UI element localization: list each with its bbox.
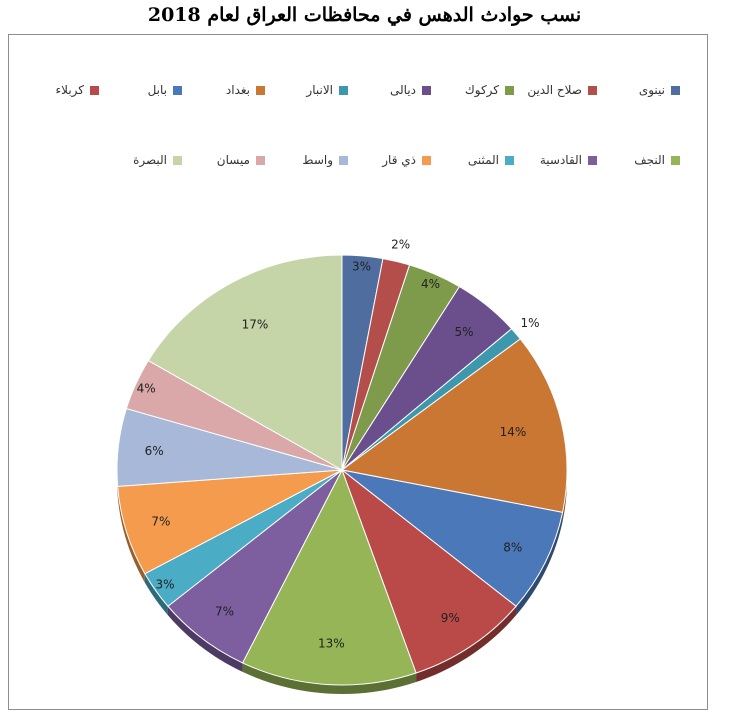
pie-slice-edge [516, 512, 563, 616]
legend-label: نينوى [638, 83, 665, 97]
legend-label: ذي قار [382, 153, 416, 167]
pie-data-label: 7% [151, 515, 170, 529]
legend-swatch [422, 155, 431, 165]
legend-label: البصرة [133, 153, 167, 167]
legend-swatch [90, 85, 99, 95]
legend-swatch [339, 155, 348, 165]
legend-item: البصرة [107, 149, 190, 171]
legend-row: النجف القادسية المثنى ذي قار واسط ميسان البصرة [24, 149, 688, 171]
pie-slice [147, 254, 343, 471]
legend-item: الانبار [273, 79, 356, 101]
pie-slice-edge [144, 573, 168, 616]
pie-data-label: 4% [137, 381, 156, 395]
legend-item: صلاح الدين [522, 79, 605, 101]
legend-item: كركوك [439, 79, 522, 101]
legend-label: كربلاء [55, 83, 84, 97]
chart-title: نسب حوادث الدهس في محافظات العراق لعام 2… [147, 4, 582, 26]
legend-label: كركوك [464, 83, 499, 97]
chart-legend: نينوى صلاح الدين كركوك ديالى الانبار بغداد باب… [24, 44, 688, 194]
legend-swatch [588, 155, 597, 165]
legend-item: النجف [605, 149, 688, 171]
pie-data-label: 7% [215, 604, 234, 618]
legend-item: ديالى [356, 79, 439, 101]
legend-swatch [256, 155, 265, 165]
pie-slice-edge [167, 606, 243, 672]
pie-data-label: 9% [441, 611, 460, 625]
legend-swatch [173, 155, 182, 165]
pie-slice-edge [242, 662, 417, 694]
legend-label: صلاح الدين [527, 83, 582, 97]
pie-data-label: 13% [318, 636, 345, 650]
legend-item: نينوى [605, 79, 688, 101]
legend-item: واسط [273, 149, 356, 171]
legend-label: بابل [147, 83, 167, 97]
legend-swatch [671, 155, 680, 165]
legend-item: ميسان [190, 149, 273, 171]
pie-data-label: 8% [503, 540, 522, 554]
legend-label: المثنى [467, 153, 499, 167]
legend-item: بابل [107, 79, 190, 101]
pie-data-label: 1% [520, 316, 539, 330]
legend-swatch [173, 85, 182, 95]
legend-label: القادسية [539, 153, 582, 167]
legend-item: المثنى [439, 149, 522, 171]
pie-data-label: 2% [391, 238, 410, 252]
pie-data-label: 6% [145, 444, 164, 458]
pie-data-label: 3% [155, 577, 174, 591]
legend-swatch [588, 85, 597, 95]
pie-slice [241, 468, 417, 686]
legend-row: نينوى صلاح الدين كركوك ديالى الانبار بغداد باب… [24, 79, 688, 101]
legend-label: النجف [634, 153, 665, 167]
legend-label: واسط [302, 153, 333, 167]
pie-data-label: 5% [454, 325, 473, 339]
pie-data-label: 17% [242, 317, 269, 331]
legend-item: ذي قار [356, 149, 439, 171]
legend-item: بغداد [190, 79, 273, 101]
legend-swatch [256, 85, 265, 95]
pie-slice [341, 469, 564, 607]
pie-slice-edge [117, 486, 145, 583]
legend-label: بغداد [225, 83, 250, 97]
legend-item: كربلاء [24, 79, 107, 101]
pie-slice [340, 468, 517, 674]
legend-item: القادسية [522, 149, 605, 171]
legend-swatch [339, 85, 348, 95]
legend-swatch [671, 85, 680, 95]
legend-label: ميسان [216, 153, 250, 167]
legend-swatch [422, 85, 431, 95]
legend-label: ديالى [390, 83, 416, 97]
pie-data-label: 4% [421, 277, 440, 291]
legend-swatch [505, 85, 514, 95]
legend-label: الانبار [306, 83, 333, 97]
pie-data-label: 3% [352, 260, 371, 274]
legend-swatch [505, 155, 514, 165]
pie-data-label: 14% [500, 425, 527, 439]
pie-slice [340, 338, 568, 513]
